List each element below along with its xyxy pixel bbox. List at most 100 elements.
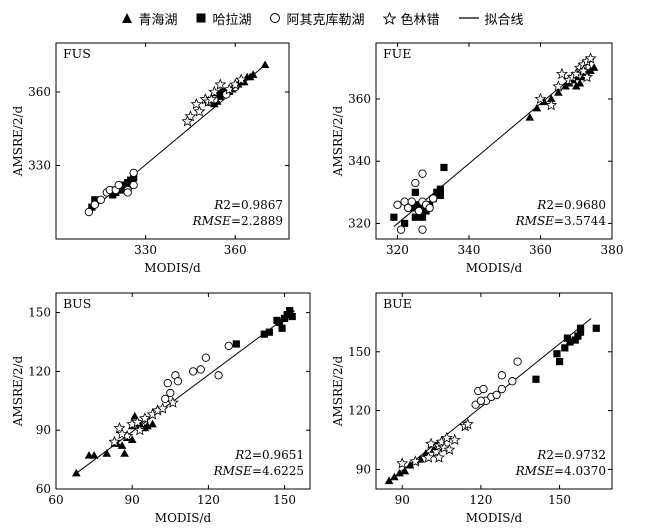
point-star (570, 67, 583, 80)
rmse-value: =2.2889 (231, 214, 283, 228)
point-star (214, 78, 227, 90)
r2-annotation: R2=0.9680 (536, 198, 606, 212)
point-triangle (405, 460, 415, 469)
y-tick-label: 90 (356, 462, 371, 476)
x-tick-label: 60 (48, 493, 63, 507)
circle-marker-icon (270, 13, 281, 23)
triangle-marker-icon (122, 13, 133, 23)
point-star (440, 431, 453, 444)
x-axis-label: MODIS/d (144, 261, 201, 275)
legend: 青海湖 哈拉湖 阿其克库勒湖 色林错 拟合线 (0, 6, 645, 30)
panel-label: BUE (383, 296, 412, 311)
panel-bus: 60 90 120 150 60 90 120 150 MODIS/d AMSRE/2/d BUS R… (11, 292, 311, 525)
rmse-annotation: RMSE=4.0370 (515, 464, 606, 478)
y-tick-label: 150 (28, 306, 51, 320)
point-square (574, 332, 582, 340)
r2-symbol: R (536, 198, 546, 212)
rmse-value: =4.6225 (252, 464, 304, 478)
point-star (425, 437, 438, 449)
point-circle (396, 225, 406, 234)
y-tick-label: 120 (28, 364, 51, 378)
point-circle (214, 371, 223, 380)
point-triangle (127, 435, 137, 443)
point-circle (429, 194, 438, 203)
y-tick-label: 120 (348, 404, 371, 418)
rmse-symbol: RMSE (213, 464, 253, 478)
y-tick-label: 360 (348, 92, 371, 106)
point-circle (497, 384, 507, 394)
point-star (396, 457, 409, 469)
point-triangle (539, 97, 549, 106)
r2-value: 2=0.9651 (244, 448, 304, 462)
rmse-annotation: RMSE=2.2889 (192, 214, 283, 228)
point-square (553, 350, 561, 358)
r2-annotation: R2=0.9867 (213, 198, 283, 212)
rmse-annotation: RMSE=4.6225 (213, 464, 304, 478)
point-square (555, 358, 564, 366)
point-triangle (260, 60, 270, 69)
rmse-annotation: RMSE=3.5744 (515, 214, 607, 228)
legend-item-selinco: 色林错 (382, 9, 440, 28)
point-star (190, 98, 203, 110)
x-tick-label: 150 (548, 493, 571, 507)
point-square (281, 314, 289, 323)
point-triangle (546, 94, 556, 102)
x-tick-label: 320 (386, 243, 409, 257)
panel-label: FUE (383, 46, 411, 61)
r2-value: 2=0.9680 (546, 198, 606, 212)
point-star (534, 92, 547, 105)
point-square (286, 307, 294, 315)
point-square (260, 330, 268, 338)
series-star (396, 418, 474, 469)
point-square (418, 213, 427, 221)
legend-label-fitline: 拟合线 (484, 12, 524, 28)
point-square (561, 344, 569, 352)
point-square (415, 201, 423, 209)
point-circle (513, 357, 522, 366)
point-triangle (102, 449, 112, 457)
series-circle (471, 357, 522, 409)
y-axis-label: AMSRE/2/d (331, 355, 345, 427)
rmse-value: =3.5744 (554, 214, 606, 228)
r2-annotation: R2=0.9732 (536, 448, 606, 462)
point-circle (114, 180, 123, 190)
y-tick-label: 340 (348, 154, 371, 168)
point-square (275, 318, 284, 326)
panel-label: BUS (63, 296, 91, 311)
point-circle (123, 188, 132, 197)
point-star (116, 427, 128, 440)
x-tick-label: 380 (601, 243, 624, 257)
point-star (193, 105, 206, 117)
point-square (571, 336, 579, 344)
x-tick-label: 120 (469, 493, 492, 507)
point-triangle (525, 113, 535, 121)
point-circle (476, 396, 486, 405)
point-square (422, 207, 430, 215)
point-circle (129, 168, 138, 178)
point-square (232, 340, 240, 348)
legend-label-qinghai: 青海湖 (138, 12, 178, 28)
series-square (532, 324, 600, 383)
point-circle (407, 197, 416, 206)
point-circle (425, 203, 434, 213)
series-circle (393, 169, 438, 234)
y-tick-label: 360 (28, 85, 51, 99)
point-star (108, 435, 121, 448)
line-marker-icon (458, 17, 479, 19)
point-square (411, 188, 419, 196)
r2-symbol: R (213, 198, 223, 212)
x-tick-label: 330 (134, 243, 157, 257)
point-triangle (589, 63, 599, 71)
point-square (592, 324, 600, 332)
y-tick-label: 60 (36, 482, 51, 496)
y-tick-label: 150 (348, 345, 371, 359)
point-circle (173, 377, 183, 386)
legend-item-qinghai: 青海湖 (121, 9, 177, 28)
point-circle (411, 178, 420, 188)
point-triangle (390, 472, 399, 481)
point-circle (492, 390, 501, 400)
point-square (278, 324, 286, 332)
point-star (235, 73, 248, 85)
point-square (436, 185, 444, 193)
point-square (576, 328, 585, 336)
